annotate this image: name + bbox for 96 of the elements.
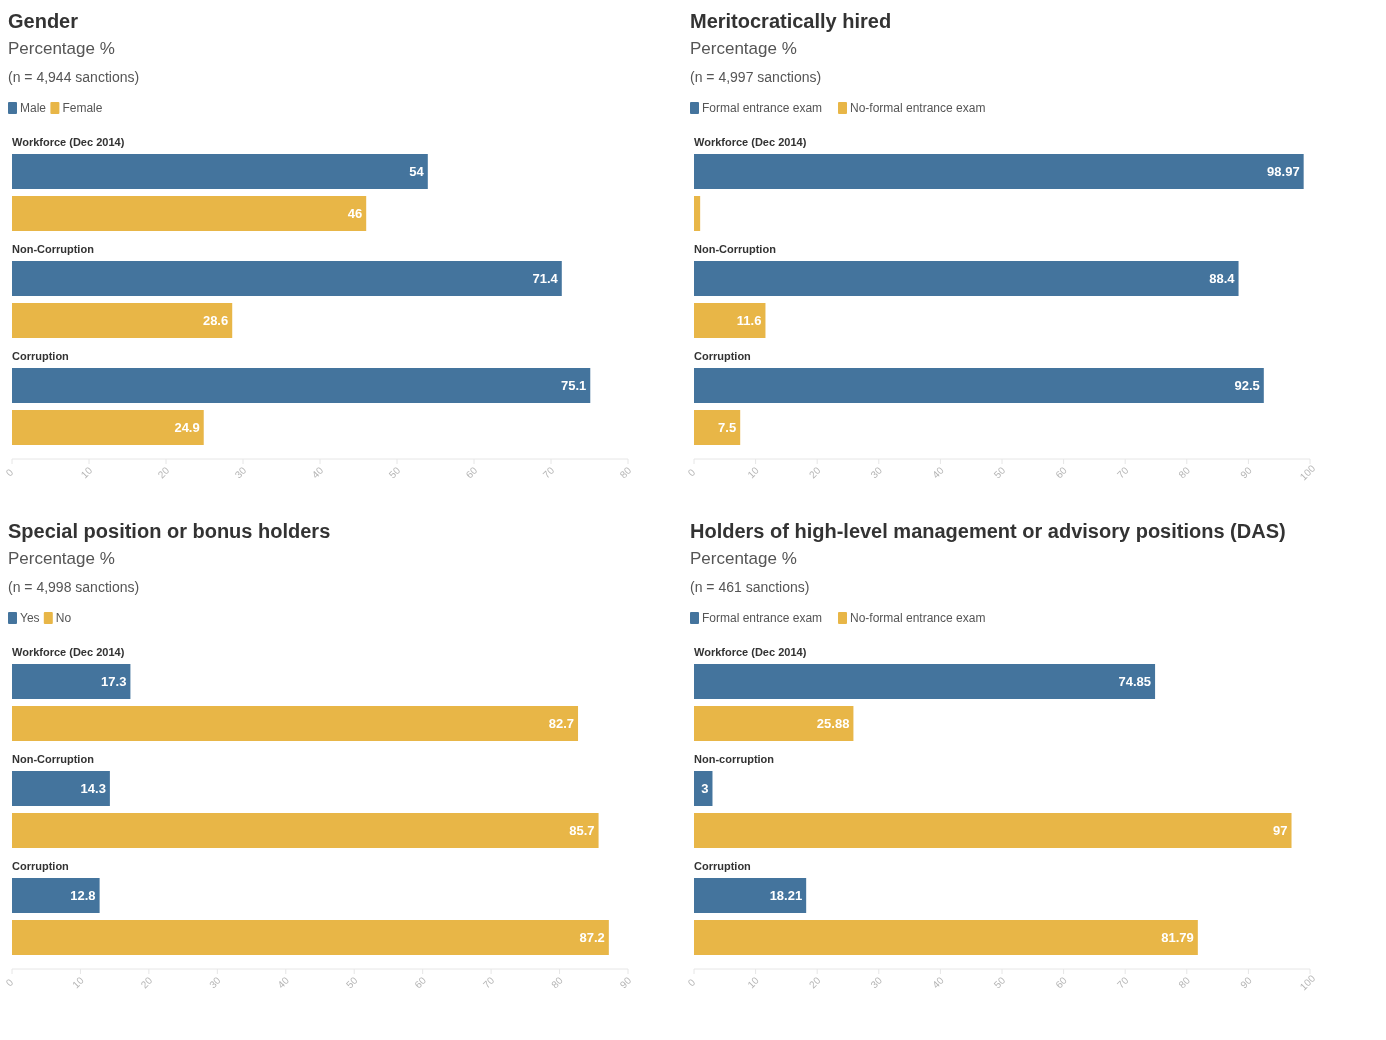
x-tick-label: 70 xyxy=(540,464,557,481)
x-tick-label: 10 xyxy=(78,464,95,481)
data-label: 18.21 xyxy=(769,888,803,903)
y-tick-label: Non-Corruption xyxy=(694,243,777,255)
x-tick-label: 100 xyxy=(1297,972,1318,993)
x-tick-label: 20 xyxy=(806,974,823,991)
chart-subtitle: Percentage % xyxy=(8,39,115,58)
data-label: 28.6 xyxy=(202,313,229,328)
data-label: 7.5 xyxy=(718,420,737,435)
data-label: 3 xyxy=(701,781,709,796)
y-tick-label: Non-Corruption xyxy=(12,243,95,255)
y-tick-label: Non-corruption xyxy=(694,753,775,765)
x-tick-label: 0 xyxy=(685,466,698,479)
x-tick-label: 30 xyxy=(207,974,223,991)
chart-title: Gender xyxy=(8,10,79,32)
data-label: 85.7 xyxy=(569,823,595,838)
x-tick-label: 10 xyxy=(745,974,762,991)
data-label: 25.88 xyxy=(816,716,850,731)
x-tick-label: 50 xyxy=(343,974,360,991)
legend-label: No-formal entrance exam xyxy=(850,611,986,625)
x-tick-label: 60 xyxy=(412,974,429,991)
chart-subtitle: Percentage % xyxy=(8,549,115,568)
x-tick-label: 0 xyxy=(3,466,16,479)
x-tick-label: 40 xyxy=(309,464,326,481)
legend-label: No-formal entrance exam xyxy=(850,101,986,115)
x-tick-label: 70 xyxy=(1114,464,1131,481)
x-tick-label: 50 xyxy=(386,464,403,481)
x-tick-label: 40 xyxy=(275,974,292,991)
data-label: 71.4 xyxy=(532,271,559,286)
data-label: 24.9 xyxy=(174,420,200,435)
legend-label: Formal entrance exam xyxy=(702,611,823,625)
x-tick-label: 0 xyxy=(685,976,698,989)
data-label: 81.79 xyxy=(1161,930,1194,945)
x-tick-label: 20 xyxy=(155,464,172,481)
data-label: 17.3 xyxy=(101,674,127,689)
chart-title: Meritocratically hired xyxy=(690,10,892,32)
y-tick-label: Corruption xyxy=(694,350,752,362)
x-tick-label: 80 xyxy=(549,974,566,991)
y-tick-label: Corruption xyxy=(12,350,70,362)
x-tick-label: 60 xyxy=(1053,464,1070,481)
x-tick-label: 80 xyxy=(1176,974,1193,991)
legend-label: Formal entrance exam xyxy=(702,101,823,115)
x-tick-label: 0 xyxy=(3,976,16,989)
data-label: 82.7 xyxy=(548,716,575,731)
x-tick-label: 30 xyxy=(868,974,885,991)
data-label: 87.2 xyxy=(579,930,605,945)
x-tick-label: 100 xyxy=(1297,462,1318,483)
y-tick-label: Corruption xyxy=(694,860,752,872)
x-tick-label: 60 xyxy=(463,464,480,481)
x-tick-label: 30 xyxy=(232,464,249,481)
chart-title: Holders of high-level management or advisory positions (DAS) xyxy=(690,520,1286,542)
x-tick-label: 10 xyxy=(745,464,762,481)
x-tick-label: 80 xyxy=(617,464,634,481)
x-tick-label: 80 xyxy=(1176,464,1193,481)
x-tick-label: 90 xyxy=(617,974,634,991)
x-tick-label: 20 xyxy=(138,974,155,991)
y-tick-label: Workforce (Dec 2014) xyxy=(12,646,125,658)
data-label: 75.1 xyxy=(560,378,587,393)
data-label: 54 xyxy=(409,164,425,179)
x-tick-label: 90 xyxy=(1238,974,1255,991)
y-tick-label: Workforce (Dec 2014) xyxy=(694,646,807,658)
data-label: 74.85 xyxy=(1118,674,1152,689)
data-label: 98.97 xyxy=(1267,164,1300,179)
x-tick-label: 50 xyxy=(991,974,1008,991)
data-label: 12.8 xyxy=(70,888,96,903)
x-tick-label: 60 xyxy=(1053,974,1070,991)
text: (n = 4,998 sanctions) xyxy=(8,579,140,595)
data-label: 14.3 xyxy=(80,781,106,796)
data-label: 46 xyxy=(347,206,363,221)
chart-title: Special position or bonus holders xyxy=(8,520,331,542)
text: (n = 4,944 sanctions) xyxy=(8,69,140,85)
legend-label: Yes xyxy=(20,611,40,625)
x-tick-label: 90 xyxy=(1238,464,1255,481)
x-tick-label: 40 xyxy=(930,464,947,481)
x-tick-label: 20 xyxy=(806,464,823,481)
data-label: 97 xyxy=(1273,823,1288,838)
x-tick-label: 70 xyxy=(1114,974,1131,991)
legend-label: Male xyxy=(20,101,47,115)
data-label: 92.5 xyxy=(1234,378,1260,393)
chart-subtitle: Percentage % xyxy=(690,549,797,568)
data-label: 11.6 xyxy=(736,313,762,328)
legend-label: Female xyxy=(62,101,103,115)
x-tick-label: 40 xyxy=(930,974,947,991)
text: (n = 4,997 sanctions) xyxy=(690,69,822,85)
x-tick-label: 30 xyxy=(868,464,885,481)
x-tick-label: 70 xyxy=(480,974,497,991)
chart-subtitle: Percentage % xyxy=(690,39,797,58)
y-tick-label: Non-Corruption xyxy=(12,753,95,765)
legend-label: No xyxy=(55,611,72,625)
y-tick-label: Workforce (Dec 2014) xyxy=(12,136,125,148)
text: (n = 461 sanctions) xyxy=(690,579,810,595)
y-tick-label: Workforce (Dec 2014) xyxy=(694,136,807,148)
x-tick-label: 10 xyxy=(70,974,87,991)
x-tick-label: 50 xyxy=(991,464,1008,481)
data-label: 88.4 xyxy=(1209,271,1236,286)
y-tick-label: Corruption xyxy=(12,860,70,872)
